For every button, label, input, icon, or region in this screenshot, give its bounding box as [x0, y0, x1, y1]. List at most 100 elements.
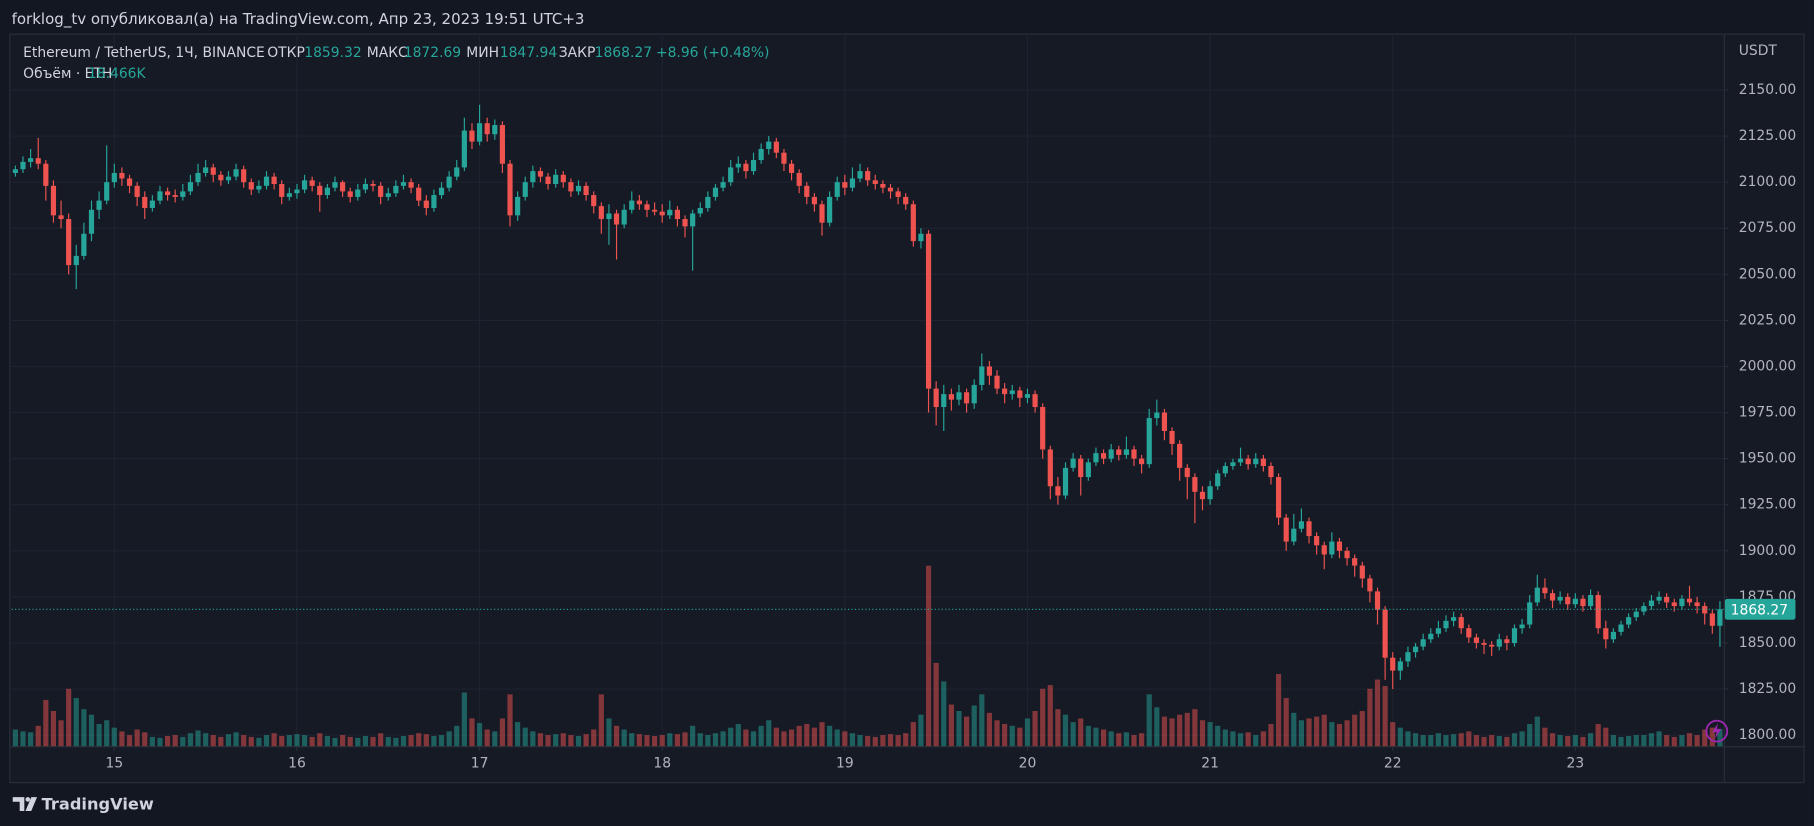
candle-body [682, 219, 688, 227]
volume-bar [1245, 732, 1251, 747]
candle-body [644, 204, 650, 210]
candle-body [819, 204, 825, 223]
candle-body [560, 174, 566, 183]
last-price-box [1724, 598, 1796, 620]
candle-body [956, 392, 962, 400]
volume-bar [1496, 735, 1502, 747]
candle-body [1260, 458, 1266, 467]
volume-bar [1009, 725, 1015, 747]
legend-open-value: 1859.32 [304, 45, 361, 61]
volume-bar [887, 734, 894, 747]
candle-body [1481, 642, 1487, 645]
candle-body [279, 184, 285, 197]
candle-body [233, 169, 239, 177]
candle-body [1656, 596, 1662, 601]
candle-body [1458, 617, 1464, 629]
volume-bar [1565, 735, 1571, 747]
candle-body [652, 209, 658, 212]
candle-body [690, 213, 696, 227]
y-tick-label: 1925.00 [1739, 497, 1796, 513]
volume-bar [1382, 686, 1388, 747]
candle-body [1154, 412, 1160, 419]
candle-body [385, 193, 391, 197]
candle-body [1534, 587, 1540, 603]
volume-bar [652, 735, 658, 747]
y-tick-label: 2000.00 [1739, 358, 1796, 374]
candle-body [1557, 596, 1563, 601]
volume-bar [804, 723, 810, 747]
candle-body [1055, 486, 1061, 496]
candle-body [88, 209, 95, 234]
volume-bar [50, 711, 57, 747]
volume-bar [1336, 723, 1343, 747]
volume-bar [560, 733, 566, 747]
candle-body [499, 125, 505, 164]
candle-body [73, 255, 79, 266]
volume-bar [370, 736, 376, 747]
candle-body [1504, 639, 1510, 643]
volume-bar [1694, 735, 1700, 747]
volume-bar [1055, 709, 1061, 747]
volume-bar [598, 694, 604, 747]
volume-bar [1397, 727, 1403, 747]
legend-close-label: ЗАКР [559, 45, 596, 61]
candle-body [1633, 611, 1639, 618]
volume-bar [1412, 733, 1419, 747]
x-tick-label: 23 [1567, 756, 1585, 772]
volume-bar [1420, 735, 1426, 747]
volume-bar [979, 694, 985, 747]
candle-body [408, 182, 414, 188]
candle-body [370, 184, 376, 186]
candle-body [96, 200, 102, 210]
candle-body [728, 167, 734, 183]
candle-body [1618, 624, 1624, 632]
volume-bar [849, 733, 856, 747]
volume-bar [81, 709, 87, 747]
volume-bar [1534, 716, 1540, 747]
y-tick-label: 2150.00 [1739, 82, 1796, 98]
candle-body [1344, 550, 1350, 559]
candle-body [788, 163, 795, 173]
volume-bar [1093, 727, 1099, 747]
volume-bar [522, 727, 528, 747]
candle-body [1017, 390, 1023, 398]
candle-body [1116, 449, 1122, 455]
volume-bar [1222, 729, 1228, 747]
candle-body [903, 196, 909, 205]
volume-bar [210, 735, 216, 747]
candle-body [210, 167, 216, 175]
volume-bar [134, 729, 140, 747]
candle-body [712, 187, 719, 197]
candle-body [1131, 449, 1137, 459]
volume-bar [1595, 723, 1601, 747]
legend-low-label: МИН [466, 45, 499, 61]
volume-bar [1664, 735, 1670, 747]
volume-bar [872, 736, 878, 747]
legend-low-value: 1847.94 [500, 45, 558, 61]
volume-bar [1184, 712, 1190, 747]
volume-bar [1671, 736, 1677, 747]
candle-body [1549, 593, 1556, 601]
y-tick-label: 1825.00 [1739, 681, 1796, 697]
candle-body [629, 200, 635, 210]
candle-body [1085, 462, 1091, 478]
volume-bar [164, 735, 171, 747]
alert-icon[interactable] [1705, 719, 1729, 743]
volume-bar [1146, 694, 1152, 747]
candle-body [1367, 578, 1373, 592]
volume-bar [827, 725, 833, 747]
x-tick-label: 22 [1384, 756, 1402, 772]
candle-body [301, 180, 308, 190]
volume-bar [1230, 731, 1236, 747]
volume-bar [629, 733, 635, 747]
volume-bar [781, 731, 787, 747]
candle-body [865, 171, 871, 181]
x-tick-label: 21 [1201, 756, 1219, 772]
volume-bar [1451, 734, 1457, 747]
volume-bar [294, 734, 300, 747]
axes: 1800.001825.001850.001875.001900.001925.… [11, 82, 1796, 772]
price-unit: USDT [1739, 43, 1778, 59]
candle-body [50, 185, 57, 216]
volume-bar [1024, 718, 1031, 747]
volume-bar [1207, 722, 1213, 747]
